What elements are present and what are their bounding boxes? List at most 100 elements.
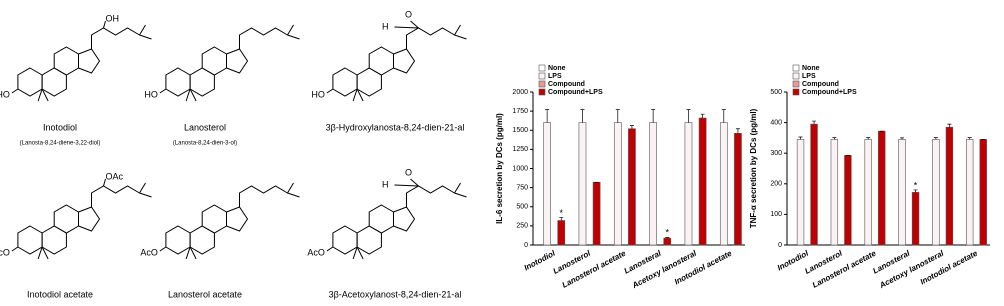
- significance-mark: *: [666, 228, 670, 238]
- methyl: [37, 88, 43, 102]
- methyl: [189, 246, 197, 260]
- bar: [628, 128, 636, 246]
- bond: [410, 178, 419, 187]
- bond: [394, 184, 419, 187]
- bar: [945, 126, 954, 246]
- methyl: [356, 88, 364, 102]
- bar: [578, 122, 587, 246]
- legend-label: Compound: [802, 81, 839, 88]
- side-chain: [238, 24, 294, 49]
- ring: [392, 206, 416, 232]
- methyl: [37, 246, 43, 260]
- methyl: [41, 246, 49, 260]
- error-bar: [651, 109, 656, 123]
- legend-swatch: [792, 80, 800, 88]
- bar: [734, 133, 742, 246]
- y-tick-label: 1250: [512, 146, 528, 153]
- ring: [368, 204, 394, 234]
- bar: [613, 122, 622, 246]
- molecule: [326, 20, 467, 102]
- error-bar: [798, 136, 803, 140]
- y-tick-label: 200: [770, 181, 782, 188]
- y-tick-label: 0: [778, 242, 782, 249]
- error-bar: [721, 109, 726, 123]
- bar: [844, 155, 852, 246]
- bond: [410, 20, 419, 29]
- bond: [11, 88, 19, 94]
- legend-label: LPS: [802, 73, 816, 80]
- bar: [932, 139, 940, 246]
- legend-label: LPS: [548, 73, 562, 80]
- atom-label: OAc: [105, 171, 123, 181]
- bar: [663, 237, 672, 246]
- legend-label: None: [802, 65, 820, 72]
- y-tick-label: 100: [770, 211, 782, 218]
- y-tick-label: 1500: [512, 127, 528, 134]
- bond: [326, 246, 334, 252]
- y-tick-label: 300: [770, 150, 782, 157]
- bar: [810, 123, 818, 246]
- ring: [332, 225, 358, 255]
- error-bar: [900, 137, 905, 140]
- bar: [684, 122, 693, 246]
- error-bar: [812, 120, 817, 125]
- atom-label: H: [382, 21, 389, 31]
- x-tick-label: Lanosterol acetate: [811, 248, 878, 289]
- bar: [830, 139, 839, 246]
- legend-swatch: [538, 64, 546, 72]
- bar: [698, 117, 707, 246]
- error-bar: [580, 109, 585, 123]
- significance-mark: *: [560, 208, 564, 218]
- error-bar: [735, 128, 740, 134]
- methyl: [139, 34, 152, 40]
- y-tick-label: 250: [516, 223, 528, 230]
- error-bar: [866, 137, 871, 140]
- methyl: [185, 88, 191, 102]
- y-tick-label: 500: [516, 204, 528, 211]
- molecule: [159, 182, 300, 260]
- error-bar: [967, 137, 972, 140]
- molecule-name: 3β-Acetoxylanost-8,24-dien-21-al: [329, 289, 462, 299]
- y-tick-label: 1000: [512, 165, 528, 172]
- legend-label: Compound+LPS: [548, 89, 603, 96]
- atom-label: HO: [144, 89, 158, 99]
- y-axis-title: IL-6 secretion by DCs (pg/ml): [495, 113, 504, 224]
- ring: [189, 225, 215, 255]
- molecule-name: Inotodiol acetate: [27, 289, 93, 299]
- ring: [77, 206, 101, 232]
- error-bar: [832, 137, 837, 140]
- bar: [796, 139, 805, 246]
- molecule: [11, 178, 152, 260]
- error-bar: [615, 109, 620, 123]
- ring: [77, 48, 101, 74]
- y-tick-label: 400: [770, 119, 782, 126]
- methyl: [41, 88, 49, 102]
- ring: [356, 67, 382, 97]
- legend-swatch: [792, 88, 800, 96]
- ring: [225, 206, 249, 232]
- bar: [557, 220, 566, 246]
- legend-swatch: [792, 64, 800, 72]
- bond: [103, 20, 106, 29]
- bar: [649, 122, 657, 246]
- ring: [41, 67, 67, 97]
- bond: [159, 88, 167, 94]
- side-chain: [405, 24, 461, 49]
- bar: [592, 181, 601, 246]
- error-bar: [686, 109, 691, 123]
- bar: [911, 192, 920, 246]
- bar: [966, 139, 974, 246]
- error-bar: [629, 125, 634, 129]
- ring: [189, 67, 215, 97]
- bond: [11, 246, 19, 252]
- legend-label: Compound: [548, 81, 585, 88]
- molecule-name: 3β-Hydroxylanosta-8,24-dien-21-al: [326, 122, 465, 132]
- side-chain: [90, 182, 146, 207]
- ring: [368, 46, 394, 76]
- ring: [392, 48, 416, 74]
- methyl: [352, 88, 358, 102]
- methyl: [185, 246, 191, 260]
- ring: [201, 204, 227, 234]
- atom-label: AcO: [307, 247, 325, 257]
- ring: [17, 67, 43, 97]
